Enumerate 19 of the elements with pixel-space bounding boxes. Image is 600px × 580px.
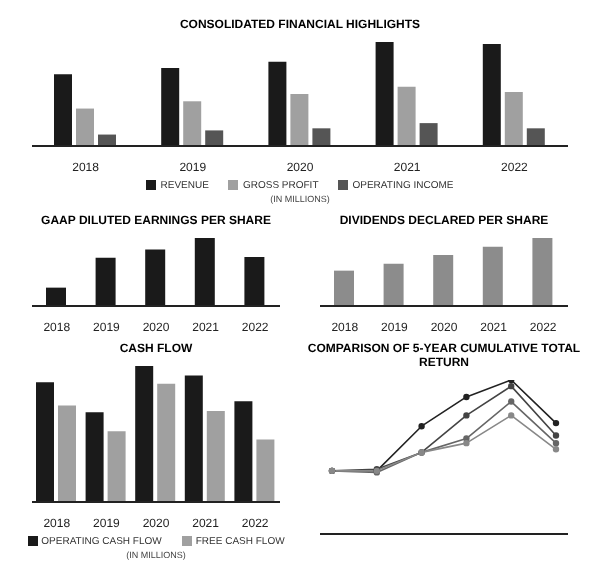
bar: [157, 383, 176, 502]
bar: [58, 405, 76, 502]
bar: [334, 270, 354, 306]
bar: [397, 86, 416, 146]
bar: [205, 130, 224, 146]
bar: [532, 238, 553, 306]
bar: [383, 263, 404, 306]
bar: [419, 123, 438, 146]
bar: [107, 431, 126, 502]
bar: [504, 91, 523, 146]
bar: [526, 128, 545, 146]
bar: [183, 101, 202, 146]
bar: [312, 128, 331, 146]
bar: [290, 94, 309, 146]
bar: [482, 246, 503, 306]
bar: [256, 439, 275, 502]
bar: [206, 410, 225, 502]
bar: [76, 108, 94, 146]
bar: [433, 255, 454, 306]
